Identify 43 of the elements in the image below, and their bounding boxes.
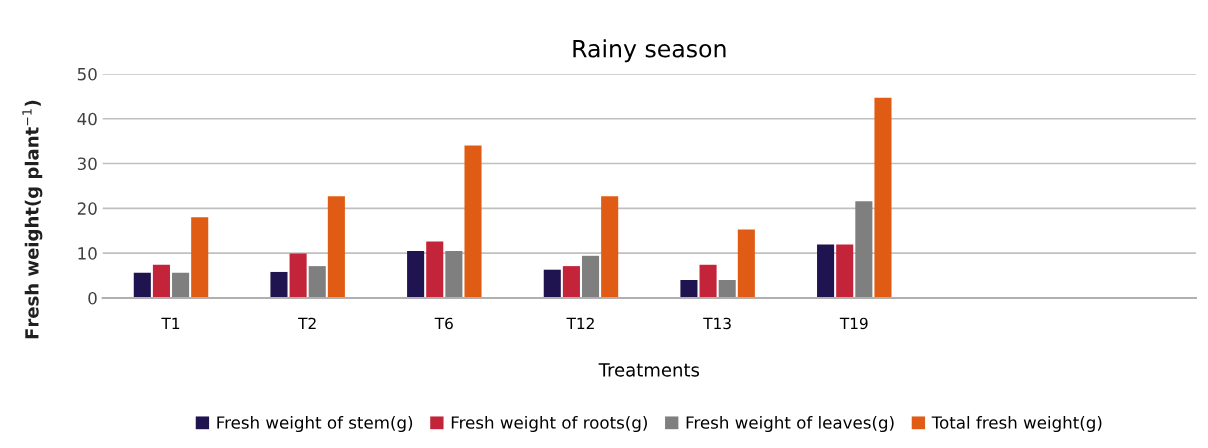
bar — [407, 250, 425, 298]
bar — [836, 244, 854, 298]
legend-label: Fresh weight of stem(g) — [217, 415, 413, 433]
bar — [543, 269, 561, 298]
legend-label: Fresh weight of leaves(g) — [686, 415, 894, 433]
bar — [601, 196, 619, 298]
y-axis-title: Fresh weight(g plant$^{−1}$) — [22, 100, 43, 339]
bar — [327, 196, 345, 298]
y-tick-label: 10 — [78, 247, 97, 260]
y-tick-label: 40 — [77, 112, 97, 126]
bar — [172, 272, 190, 298]
bar — [718, 280, 736, 298]
bar — [874, 97, 892, 298]
bar — [191, 217, 209, 298]
bar — [289, 253, 307, 298]
bar — [737, 229, 755, 298]
y-tick-label: 20 — [77, 202, 97, 215]
x-tick-label: T1 — [161, 317, 180, 329]
x-tick-label: T13 — [703, 317, 731, 330]
legend-label: Fresh weight of roots(g) — [451, 415, 647, 433]
y-tick-label: 50 — [77, 67, 97, 81]
bar — [464, 145, 482, 298]
chart-title: Rainy season — [573, 39, 726, 63]
bar — [152, 264, 170, 298]
x-axis-title: Treatments — [598, 363, 700, 377]
x-tick-label: T12 — [566, 317, 594, 329]
bar — [562, 266, 580, 298]
y-tick-label: 30 — [77, 157, 97, 171]
y-tick-label: 0 — [88, 291, 97, 305]
bar — [699, 264, 717, 298]
bar — [582, 255, 600, 298]
bar — [308, 266, 326, 298]
bar — [817, 244, 835, 298]
legend-label: Total fresh weight(g) — [931, 415, 1102, 433]
bar — [270, 271, 288, 298]
x-tick-label: T19 — [839, 317, 868, 330]
x-tick-label: T2 — [298, 317, 316, 329]
bar — [855, 201, 873, 298]
x-tick-label: T6 — [434, 317, 453, 330]
bar — [680, 280, 698, 298]
bar — [426, 241, 444, 298]
bar — [445, 250, 463, 298]
bar — [133, 272, 151, 298]
